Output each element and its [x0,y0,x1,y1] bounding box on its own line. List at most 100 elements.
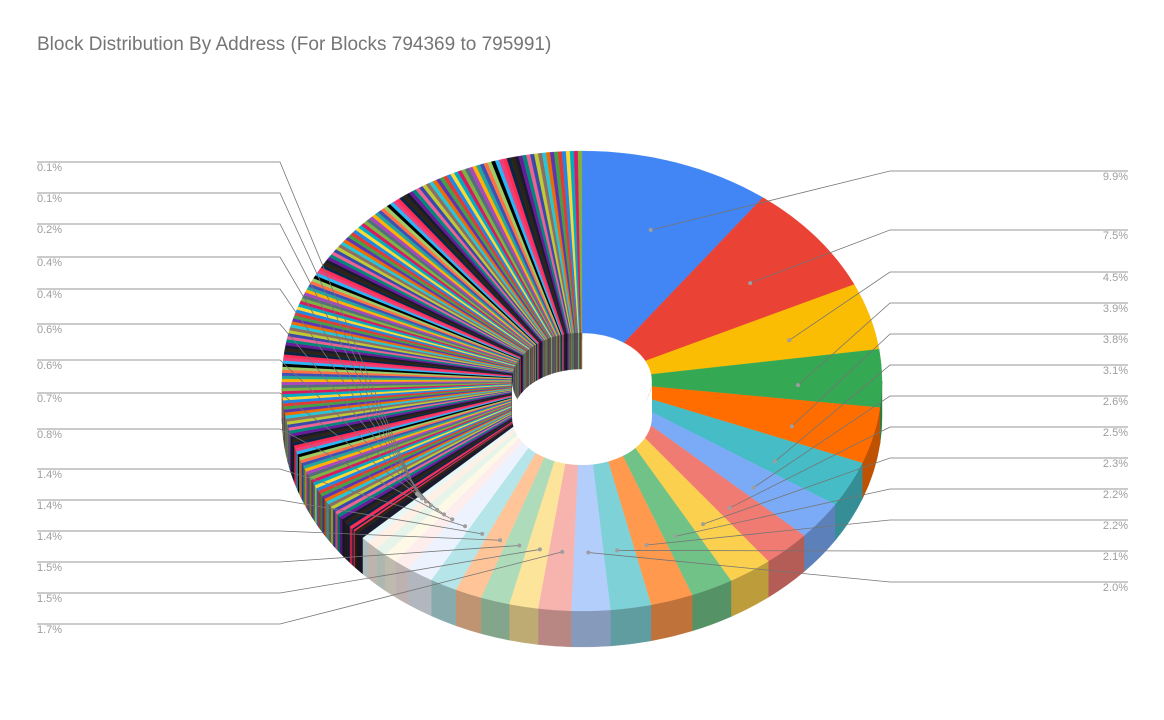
data-label: 3.9% [1103,303,1128,315]
data-label: 0.4% [37,257,62,269]
leader-anchor [463,524,468,529]
data-label: 0.8% [37,429,62,441]
slice-side [318,490,321,531]
leader-anchor [727,505,732,510]
leader-anchor [450,517,455,522]
data-label: 1.5% [37,562,62,574]
leader-line [37,256,423,499]
slice-side [537,608,572,648]
data-label: 2.2% [1103,520,1128,532]
slice-side [307,473,310,514]
slice-side [320,492,323,533]
slice-side [384,554,396,598]
slice-side [314,484,317,525]
slice-side [346,523,350,563]
slice-side [310,479,314,520]
slice-side [339,516,343,556]
slice-side [322,495,325,536]
data-label: 0.2% [37,224,62,236]
leader-anchor [586,550,591,555]
leader-line [729,426,1128,509]
slice-side [309,476,312,517]
data-label: 0.7% [37,393,62,405]
slice-sides [281,380,883,648]
data-label: 1.4% [37,500,62,512]
slice-tops [281,150,883,612]
data-label: 3.1% [1103,365,1128,377]
leader-line [37,359,438,511]
leader-anchor [414,491,419,496]
slice-side [357,532,363,575]
leader-anchor [428,503,433,508]
leader-anchor [420,496,425,501]
leader-line [37,392,445,515]
slice-side [300,459,302,500]
doughnut-hole-lower [512,381,652,465]
data-label: 0.1% [37,193,62,205]
leader-anchor [795,383,800,388]
data-label: 1.7% [37,624,62,636]
data-label: 4.5% [1103,272,1128,284]
leader-line [791,333,1128,427]
leader-anchor [615,548,620,553]
leader-anchor [648,227,653,232]
data-label: 2.2% [1103,489,1128,501]
leader-anchor [480,531,485,536]
data-label: 0.4% [37,289,62,301]
leader-line [37,499,483,535]
slice-side [349,525,353,566]
leader-anchor [787,338,792,343]
slice-side [324,498,327,539]
leader-line [788,271,1128,341]
data-label: 2.5% [1103,427,1128,439]
leader-line [37,223,420,497]
data-label: 9.9% [1103,171,1128,183]
leader-line [37,161,418,494]
leader-line [37,323,432,506]
leader-line [774,364,1128,462]
data-label: 0.1% [37,162,62,174]
slice-side [354,530,358,570]
leader-anchor [560,549,565,554]
data-label: 0.6% [37,360,62,372]
leader-line [37,545,520,563]
leader-line [37,530,501,541]
leader-anchor [772,459,777,464]
leader-anchor [701,522,706,527]
slice-side [334,511,338,551]
leader-line [37,192,419,495]
leader-anchor [748,281,753,286]
pie-slice [581,150,764,343]
leader-anchor [673,534,678,539]
slice-side [326,500,329,541]
leader-line [37,288,427,502]
leader-line [617,549,1128,552]
slice-side [571,609,611,648]
leader-line [675,488,1128,537]
data-label: 2.1% [1103,551,1128,563]
pie-slice [623,197,855,362]
slice-side [362,537,369,579]
leader-line [797,302,1128,386]
leader-line [753,395,1128,488]
leader-anchor [644,543,649,548]
slice-side [312,481,315,523]
leader-anchor [751,485,756,490]
slice-side [328,503,331,544]
leader-line [37,551,563,625]
leader-line [650,170,1128,231]
slice-side [480,597,510,641]
leader-line [37,428,453,520]
leader-anchor [789,424,794,429]
slice-side [302,465,305,505]
slice-side [316,487,319,528]
data-label: 3.8% [1103,334,1128,346]
slice-side [304,468,307,509]
slice-side [298,457,301,497]
leader-anchor [517,543,522,548]
leader-line [588,552,1128,583]
chart-title: Block Distribution By Address (For Block… [37,34,552,55]
data-label: 2.6% [1103,396,1128,408]
leader-anchor [435,507,440,512]
